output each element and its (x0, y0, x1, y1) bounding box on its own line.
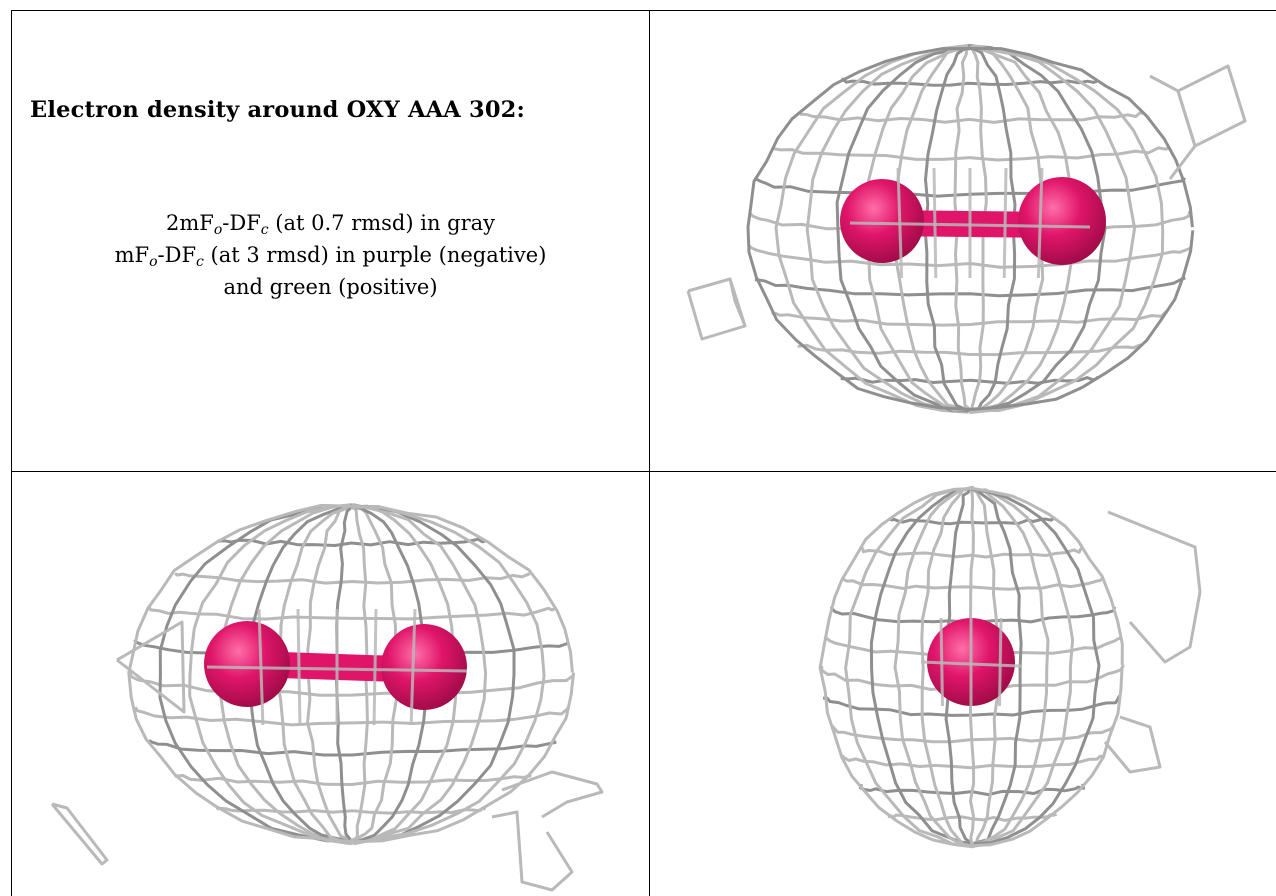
mesh-fragment (1107, 510, 1202, 664)
legend-2-mid: -DF (157, 243, 197, 267)
mesh-strand (893, 488, 974, 847)
legend-cell: Electron density around OXY AAA 302: 2mF… (12, 11, 649, 471)
view-panel-2 (12, 472, 649, 896)
density-mesh-view-3 (818, 485, 1202, 849)
mesh-strand (920, 485, 974, 848)
mesh-strand (215, 806, 487, 815)
mesh-fragment (728, 278, 747, 327)
mesh-strand (971, 488, 1023, 847)
mesh-fragment (1149, 74, 1197, 180)
mesh-strand (188, 503, 353, 843)
mesh-fragment (116, 620, 186, 714)
oxygen-atom (840, 179, 924, 263)
oxygen-molecule (840, 167, 1106, 279)
legend-line-3: and green (positive) (223, 275, 438, 299)
legend-2-sub-o: o (149, 254, 158, 270)
mesh-strand (352, 504, 546, 846)
mesh-strand-front (1036, 167, 1044, 279)
mesh-strand (797, 343, 1143, 357)
table-border-top (11, 10, 1276, 11)
mesh-strand (217, 537, 486, 547)
density-mesh-view-2 (50, 502, 604, 892)
mesh-fragment (686, 277, 747, 341)
density-wireframe (818, 485, 1202, 849)
mesh-fragment (1103, 715, 1162, 774)
legend-2-prefix: mF (114, 243, 150, 267)
mesh-strand-front (206, 665, 468, 673)
mesh-strand (799, 111, 1144, 124)
mesh-strand (147, 605, 556, 621)
oxygen-atom (381, 624, 467, 710)
mesh-fragment (50, 802, 109, 866)
mesh-strand (971, 487, 1050, 845)
mesh-strand-front (920, 660, 1022, 668)
legend-1-sub-c: c (260, 222, 269, 238)
mesh-strand (754, 276, 1186, 298)
mesh-fragment (491, 810, 574, 892)
mesh-strand (844, 487, 973, 849)
mesh-strand (173, 773, 532, 786)
mesh-strand (970, 487, 1101, 845)
mesh-strand (774, 43, 971, 414)
mesh-strand (839, 753, 1103, 770)
oxygen-molecule (920, 617, 1022, 707)
legend-text: 2mFo-DFc (at 0.7 rmsd) in gray mFo-DFc (… (12, 207, 649, 303)
mesh-strand (746, 47, 1195, 411)
legend-2-suffix: (at 3 rmsd) in purple (negative) (203, 243, 547, 267)
table-divider-horizontal (11, 471, 1276, 472)
density-wireframe (50, 502, 604, 892)
legend-1-prefix: 2mF (165, 211, 214, 235)
oxygen-atom (1018, 177, 1106, 265)
legend-line-1: 2mFo-DFc (at 0.7 rmsd) in gray (12, 207, 649, 239)
mesh-strand (174, 572, 531, 585)
mesh-strand-front (1002, 167, 1008, 279)
view-panel-3 (650, 472, 1276, 896)
mesh-strand (968, 45, 1137, 414)
mesh-fragment (501, 770, 604, 819)
mesh-strand (771, 310, 1169, 327)
mesh-strand (158, 504, 351, 843)
legend-1-sub-o: o (213, 222, 223, 238)
mesh-strand (835, 46, 970, 413)
legend-1-suffix: (at 0.7 rmsd) in gray (268, 211, 496, 235)
mesh-strand (968, 43, 1165, 413)
mesh-strand (349, 502, 488, 846)
mesh-strand (351, 504, 516, 844)
mesh-strand (970, 488, 1075, 849)
oxygen-molecule (204, 608, 468, 726)
mesh-fragment (1176, 64, 1247, 148)
mesh-strand-front (998, 617, 1003, 707)
view-panel-1 (650, 11, 1276, 471)
mesh-strand-front (372, 608, 378, 726)
mesh-strand (133, 706, 570, 727)
mesh-strand (805, 45, 972, 413)
legend-2-sub-c: c (196, 254, 204, 270)
mesh-strand-front (409, 608, 417, 726)
mesh-strand (841, 77, 1099, 87)
density-mesh-view-1 (686, 43, 1247, 415)
mesh-strand (823, 695, 1121, 717)
table-divider-vertical (649, 10, 650, 896)
legend-line-2: mFo-DFc (at 3 rmsd) in purple (negative) (12, 239, 649, 271)
legend-1-mid: -DF (222, 211, 261, 235)
oxygen-atom (204, 621, 290, 707)
mesh-strand (127, 503, 576, 844)
mesh-strand (771, 145, 1170, 162)
mesh-strand (818, 487, 1124, 848)
table-border-left (11, 10, 12, 896)
figure-heading: Electron density around OXY AAA 302: (30, 97, 526, 123)
mesh-strand-front (849, 221, 1091, 229)
mesh-strand (869, 485, 974, 846)
